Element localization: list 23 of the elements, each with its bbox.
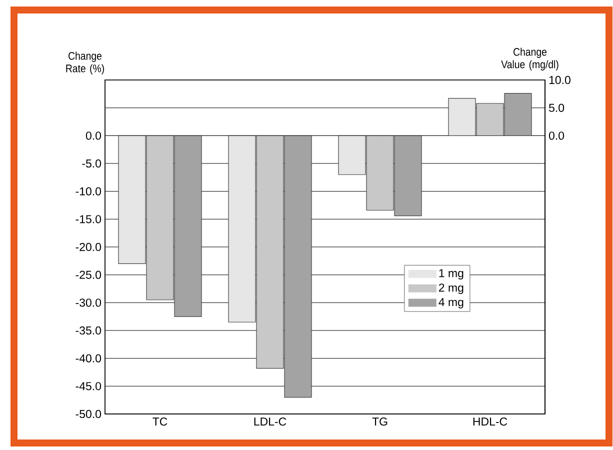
x-tick-label: HDL-C	[473, 418, 508, 426]
y-tick-label: -20.0	[76, 242, 102, 252]
y-tick-label: -15.0	[76, 215, 102, 224]
x-tick-label: TC	[152, 418, 168, 426]
y-tick-label: -30.0	[76, 298, 102, 307]
y-tick-label: -5.0	[82, 159, 102, 168]
y2-tick-label: 10.0	[549, 76, 570, 84]
y2-tick-label: 5.0	[548, 104, 564, 112]
y-tick-label: -10.0	[76, 187, 102, 196]
y2-tick-label: 0.0	[548, 132, 564, 140]
legend-label: 1 mg	[439, 269, 464, 280]
legend-label: 4 mg	[438, 298, 464, 308]
y-tick-label: -45.0	[76, 382, 102, 390]
y-axis-title: Change Rate (%)	[66, 52, 104, 74]
y-tick-label: -50.0	[76, 410, 102, 418]
legend-label: 2 mg	[438, 284, 464, 294]
y-tick-label: 0.0	[86, 132, 102, 140]
x-tick-label: TG	[372, 418, 388, 426]
y2-axis-title: Change Value (mg/dl)	[501, 48, 558, 70]
y-tick-label: -35.0	[76, 326, 102, 335]
y-tick-label: -25.0	[76, 270, 102, 279]
y-tick-label: -40.0	[76, 354, 102, 362]
x-tick-label: LDL-C	[254, 418, 286, 426]
